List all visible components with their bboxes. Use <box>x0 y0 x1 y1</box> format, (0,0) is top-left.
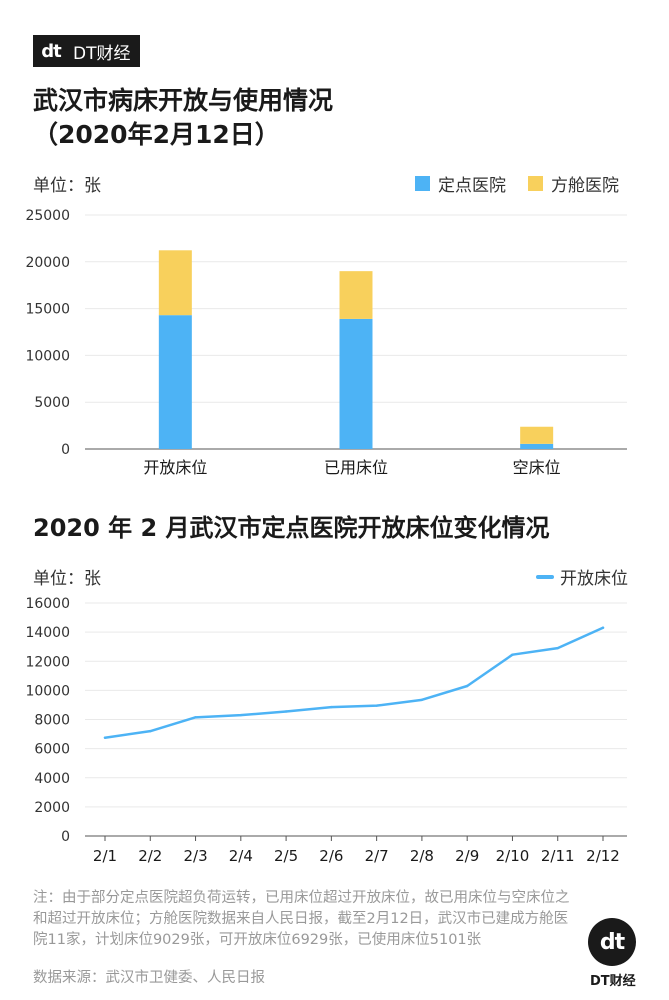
data-point <box>194 716 197 719</box>
chart1-title-line2: （2020年2月12日） <box>33 120 280 149</box>
data-source: 数据来源：武汉市卫健委、人民日报 <box>33 970 265 986</box>
chart1-title: 武汉市病床开放与使用情况 （2020年2月12日） <box>33 84 333 152</box>
y-tick-label: 10000 <box>25 348 70 364</box>
y-tick-label: 25000 <box>25 208 70 224</box>
x-tick-label: 2/2 <box>138 847 162 865</box>
x-tick-label: 已用床位 <box>324 458 388 477</box>
chart2-unit-label: 单位：张 <box>33 569 101 589</box>
legend-line-open-beds <box>536 574 554 579</box>
x-tick-label: 2/6 <box>319 847 343 865</box>
chart1-title-line1: 武汉市病床开放与使用情况 <box>33 86 334 115</box>
x-tick-label: 2/10 <box>496 847 530 865</box>
legend-swatch-fangcang <box>528 176 543 191</box>
x-tick-label: 开放床位 <box>143 458 207 477</box>
bar-chart: 0 5000 10000 15000 20000 25000 开放床位 已用床位 空床位 <box>25 208 627 477</box>
data-point <box>330 705 333 709</box>
y-tick-label: 0 <box>61 442 70 458</box>
x-tick-label: 2/12 <box>586 847 620 865</box>
data-point <box>511 653 514 656</box>
brand-logo-icon: dt <box>33 35 69 67</box>
legend-label-fangcang: 方舱医院 <box>551 176 619 196</box>
data-point <box>420 698 424 702</box>
data-point <box>556 646 559 650</box>
y-tick-label: 0 <box>61 829 70 845</box>
y-tick-label: 6000 <box>34 742 70 758</box>
data-point <box>103 736 107 739</box>
x-tick-label: 2/7 <box>365 847 389 865</box>
data-point <box>284 710 288 713</box>
x-tick-label: 2/9 <box>455 847 479 865</box>
chart2-legend: 开放床位 <box>536 564 628 589</box>
x-tick-label: 2/4 <box>229 847 253 865</box>
chart2-title: 2020 年 2 月武汉市定点医院开放床位变化情况 <box>33 514 550 542</box>
x-tick-label: 2/3 <box>183 847 207 865</box>
legend-swatch-designated <box>415 176 430 191</box>
y-tick-label: 5000 <box>34 395 70 411</box>
y-tick-label: 10000 <box>25 683 70 699</box>
brand-name: DT财经 <box>69 35 141 67</box>
footnote: 注：由于部分定点医院超负荷运转，已用床位超过开放床位，故已用床位与空床位之和超过… <box>33 890 570 948</box>
chart1-legend: 定点医院 方舱医院 <box>415 171 619 196</box>
x-tick-label: 2/8 <box>410 847 434 865</box>
y-tick-label: 15000 <box>25 302 70 318</box>
x-tick-label: 空床位 <box>513 458 561 477</box>
x-tick-label: 2/11 <box>541 847 575 865</box>
bar-designated-1 <box>339 318 373 449</box>
bar-designated-2 <box>520 443 554 449</box>
y-tick-label: 20000 <box>25 255 70 271</box>
y-tick-label: 14000 <box>25 625 70 641</box>
legend-label-designated: 定点医院 <box>438 176 506 196</box>
bar-fangcang-1 <box>339 271 373 319</box>
bar-designated-0 <box>158 315 192 449</box>
y-tick-label: 2000 <box>34 800 70 816</box>
data-point <box>375 704 378 707</box>
y-tick-label: 16000 <box>25 596 70 612</box>
bar-fangcang-0 <box>158 250 192 316</box>
y-tick-label: 4000 <box>34 771 70 787</box>
line-chart: 0 2000 4000 6000 8000 10000 12000 14000 16000 2/1… <box>25 596 627 865</box>
brand-badge: dt DT财经 <box>33 35 141 67</box>
data-point <box>465 684 469 688</box>
x-tick-label: 2/1 <box>93 847 117 865</box>
legend-label-open-beds: 开放床位 <box>560 569 628 589</box>
y-tick-label: 8000 <box>34 713 70 729</box>
data-point <box>239 713 243 717</box>
footer-logo-text: DT财经 <box>590 974 636 989</box>
x-tick-label: 2/5 <box>274 847 298 865</box>
y-tick-label: 12000 <box>25 654 70 670</box>
bar-fangcang-2 <box>520 426 554 444</box>
chart1-unit-label: 单位：张 <box>33 176 101 196</box>
footer-logo-icon: dt <box>588 918 636 966</box>
data-point <box>149 729 152 733</box>
data-point <box>601 626 605 629</box>
series-line-open-beds <box>103 626 605 739</box>
